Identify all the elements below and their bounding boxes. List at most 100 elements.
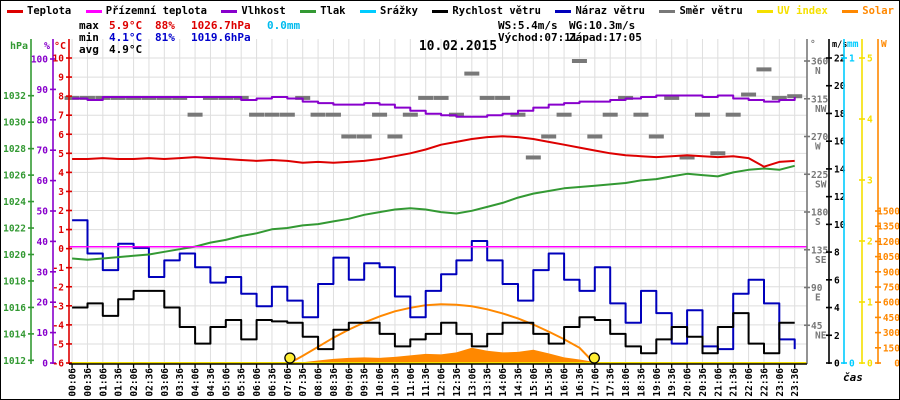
- svg-text:18:36: 18:36: [637, 368, 648, 397]
- stat-value: WS:5.4m/s: [498, 19, 558, 32]
- axis-mm: 1 0 mm: [841, 39, 859, 370]
- legend-item-tlak: Tlak: [300, 5, 345, 17]
- series-tlak: [72, 164, 795, 261]
- svg-text:2: 2: [867, 237, 873, 248]
- svg-text:21:36: 21:36: [729, 368, 740, 397]
- svg-text:05:06: 05:06: [221, 368, 232, 397]
- stat-value: 1026.7hPa: [191, 19, 251, 32]
- series-naraz-vetru: [72, 219, 796, 351]
- svg-text:19:36: 19:36: [667, 368, 678, 397]
- svg-text:05:36: 05:36: [237, 368, 248, 397]
- svg-text:60: 60: [37, 176, 49, 187]
- wind-sun-row: Východ:07:11Západ:17:05: [498, 32, 649, 44]
- svg-text:750: 750: [883, 283, 899, 294]
- svg-text:1: 1: [849, 54, 855, 65]
- legend-label: UV index: [777, 5, 828, 17]
- axis-unit-wind: m/s: [832, 40, 847, 50]
- svg-text:12:36: 12:36: [452, 368, 463, 397]
- svg-text:03:36: 03:36: [175, 368, 186, 397]
- svg-text:2: 2: [58, 206, 64, 217]
- svg-text:NW: NW: [815, 104, 827, 115]
- svg-text:360: 360: [811, 57, 828, 68]
- svg-text:08:06: 08:06: [314, 368, 325, 397]
- svg-text:1018: 1018: [3, 276, 26, 287]
- svg-text:150: 150: [883, 343, 899, 354]
- svg-text:22: 22: [834, 54, 845, 65]
- svg-text:S: S: [815, 217, 821, 228]
- svg-text:22:06: 22:06: [744, 368, 755, 397]
- stat-value: 1019.6hPa: [191, 31, 251, 44]
- svg-text:90: 90: [37, 85, 49, 96]
- axis-press: 1032 1030 1028 1026 1024 1022 1020 1018 1016 1014…: [3, 39, 34, 367]
- svg-text:18:06: 18:06: [621, 368, 632, 397]
- svg-text:04:06: 04:06: [191, 368, 202, 397]
- svg-text:13:06: 13:06: [467, 368, 478, 397]
- svg-text:0: 0: [58, 244, 64, 255]
- chart-title: 10.02.2015: [419, 39, 497, 54]
- stat-value: 4.9°C: [109, 43, 143, 56]
- svg-text:-3: -3: [53, 301, 65, 312]
- svg-text:4: 4: [58, 168, 64, 179]
- svg-text:10:36: 10:36: [390, 368, 401, 397]
- svg-text:SE: SE: [815, 255, 827, 266]
- axis-unit-press: hPa: [10, 41, 28, 52]
- svg-text:14: 14: [834, 164, 846, 175]
- axis-unit-hum: %: [44, 41, 50, 52]
- svg-text:1: 1: [867, 298, 873, 309]
- stat-value: Východ:07:11: [498, 31, 578, 44]
- svg-text:90: 90: [811, 283, 823, 294]
- svg-text:10: 10: [37, 328, 49, 339]
- svg-text:-6: -6: [53, 359, 65, 370]
- svg-text:1350: 1350: [877, 222, 899, 233]
- legend-swatch-naraz-vetru: [555, 9, 572, 13]
- stat-value: 88%: [155, 19, 175, 32]
- legend-swatch-uv-index: [757, 9, 774, 13]
- svg-text:1030: 1030: [3, 118, 26, 129]
- legend: Teplota Přízemní teplota Vlhkost Tlak Srážky…: [7, 5, 894, 17]
- svg-text:0: 0: [894, 359, 899, 370]
- axis-unit-solar: W: [881, 39, 887, 50]
- svg-text:1032: 1032: [3, 91, 26, 102]
- svg-text:SW: SW: [815, 179, 827, 190]
- legend-swatch-teplota: [7, 9, 23, 13]
- svg-text:0: 0: [834, 359, 840, 370]
- stat-value: 0.0mm: [267, 19, 301, 32]
- svg-text:315: 315: [811, 94, 828, 105]
- legend-label: Vlhkost: [241, 5, 286, 17]
- svg-text:01:36: 01:36: [114, 368, 125, 397]
- svg-text:5: 5: [867, 54, 873, 65]
- legend-item-naraz-vetru: Náraz větru: [555, 5, 645, 17]
- svg-text:20:36: 20:36: [698, 368, 709, 397]
- svg-text:02:06: 02:06: [129, 368, 140, 397]
- stat-value: avg: [79, 43, 99, 56]
- svg-text:300: 300: [883, 328, 899, 339]
- svg-text:01:06: 01:06: [98, 368, 109, 397]
- svg-text:02:36: 02:36: [144, 368, 155, 397]
- svg-text:09:36: 09:36: [360, 368, 371, 397]
- axis-unit-temp: °C: [54, 41, 66, 52]
- legend-label: Teplota: [27, 5, 72, 17]
- svg-text:100: 100: [31, 55, 48, 66]
- legend-label: Tlak: [320, 5, 346, 17]
- svg-text:-1: -1: [53, 263, 65, 274]
- svg-text:70: 70: [37, 146, 49, 157]
- series-solar-area: [72, 347, 795, 363]
- svg-text:15:06: 15:06: [529, 368, 540, 397]
- stat-value: min: [79, 31, 99, 44]
- legend-swatch-solar: [842, 9, 859, 13]
- svg-text:NE: NE: [815, 330, 827, 341]
- legend-item-prizemni-teplota: Přízemní teplota: [85, 5, 207, 17]
- svg-text:06:36: 06:36: [267, 368, 278, 397]
- svg-text:06:06: 06:06: [252, 368, 263, 397]
- svg-text:1022: 1022: [3, 224, 26, 235]
- svg-text:270: 270: [811, 132, 828, 143]
- axis-unit-mm: mm: [847, 39, 859, 50]
- svg-text:9: 9: [58, 73, 64, 84]
- svg-text:2: 2: [834, 331, 840, 342]
- svg-text:1012: 1012: [3, 356, 26, 367]
- svg-text:16:36: 16:36: [575, 368, 586, 397]
